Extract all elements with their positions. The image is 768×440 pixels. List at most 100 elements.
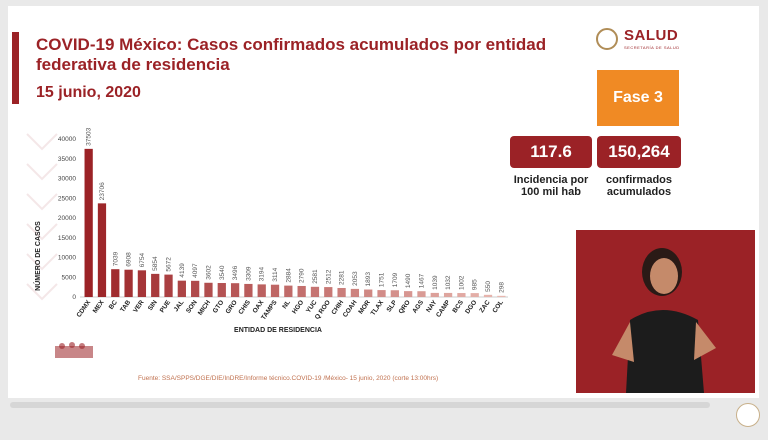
bar-value-label: 4097: [192, 263, 199, 278]
bar-qro: [404, 291, 413, 297]
bar-value-label: 985: [472, 279, 479, 290]
category-label: COAH: [342, 299, 359, 319]
category-label: PUE: [159, 299, 173, 315]
bar-value-label: 2281: [339, 270, 346, 285]
bar-oax: [257, 284, 266, 297]
bar-value-label: 1490: [405, 273, 412, 288]
bar-value-label: 298: [498, 282, 505, 293]
bar-value-label: 6754: [139, 252, 146, 267]
bar-col: [497, 295, 506, 297]
logo-subtext: SECRETARÍA DE SALUD: [624, 45, 680, 50]
bar-value-label: 3602: [205, 265, 212, 280]
bar-mor: [364, 289, 373, 297]
y-tick-label: 25000: [58, 195, 76, 202]
category-label: GRO: [225, 299, 239, 315]
category-label: TLAX: [370, 299, 386, 317]
bar-camp: [443, 292, 453, 297]
logo-text: SALUD: [624, 27, 679, 44]
bar-tlax: [377, 290, 386, 297]
bar-gto: [217, 283, 226, 297]
bar-pue: [164, 274, 173, 297]
bar-cdmx: [84, 148, 93, 297]
confirmed-caption: confirmados acumulados: [605, 174, 672, 198]
category-label: BCS: [451, 299, 465, 315]
category-label: BC: [108, 299, 119, 311]
category-label: VER: [132, 299, 146, 314]
bar-value-label: 1751: [379, 272, 386, 287]
bar-value-label: 23706: [99, 182, 106, 200]
bar-ags: [417, 291, 426, 297]
category-label: ZAC: [478, 299, 492, 314]
bar-value-label: 7039: [112, 251, 119, 266]
category-label: CHIS: [237, 299, 252, 316]
bar-yuc: [310, 286, 320, 297]
bar-value-label: 3540: [219, 265, 226, 280]
y-tick-label: 40000: [58, 136, 76, 143]
scrollbar[interactable]: [10, 402, 710, 408]
bar-bcs: [457, 293, 466, 297]
salud-logo: SALUD SECRETARÍA DE SALUD: [596, 27, 706, 59]
bar-nl: [284, 285, 293, 297]
y-axis-title: NÚMERO DE CASOS: [33, 221, 42, 291]
category-label: HGO: [291, 299, 305, 315]
bar-value-labels: 37503 23706 7039 6908 6754 5854 5672 4139 4097 36…: [86, 127, 506, 292]
category-label: MEX: [92, 299, 106, 315]
bar-chis: [244, 283, 253, 297]
incidence-value: 117.6: [510, 136, 592, 168]
bar-value-label: 1039: [432, 275, 439, 290]
phase-badge: Fase 3: [597, 70, 679, 126]
bar-value-label: 2512: [325, 269, 332, 284]
bar-mich: [204, 282, 213, 297]
bar-value-label: 2581: [312, 269, 319, 284]
slide: COVID-19 México: Casos confirmados acumu…: [8, 6, 759, 398]
bar-tab: [124, 269, 133, 297]
bar-mex: [97, 203, 107, 297]
category-label: DGO: [464, 299, 478, 315]
bar-value-label: 1893: [365, 272, 372, 287]
category-label: AGS: [411, 299, 425, 315]
bar-value-label: 5854: [152, 256, 159, 271]
bar-value-label: 3194: [259, 267, 266, 282]
bar-gro: [230, 283, 240, 297]
bar-hgo: [297, 285, 306, 297]
bar-value-label: 1032: [445, 275, 452, 290]
bar-value-label: 2884: [285, 268, 292, 283]
y-tick-label: 5000: [62, 274, 77, 281]
bar-value-label: 1002: [458, 275, 465, 290]
eagle-seal-icon: [596, 28, 618, 50]
accent-bar: [12, 32, 19, 104]
cases-bar-chart: 0 5000 10000 15000 20000 25000 30000 35000 40000…: [33, 127, 508, 334]
bar-value-label: 550: [485, 281, 492, 292]
bar-value-label: 2790: [299, 268, 306, 283]
bar-coah: [350, 288, 360, 297]
y-tick-label: 15000: [58, 235, 76, 242]
category-label: QRO: [398, 299, 412, 315]
bar-tamps: [270, 284, 280, 297]
bars: [84, 148, 506, 297]
category-label: GTO: [212, 299, 226, 314]
pattern-watermark: [26, 133, 58, 301]
bar-value-label: 5672: [166, 257, 173, 272]
source-note: Fuente: SSA/SPPS/DGE/DIE/InDRE/Informe t…: [138, 375, 439, 382]
category-label: TAB: [119, 299, 132, 314]
bar-son: [191, 280, 200, 297]
category-label: MICH: [197, 299, 212, 317]
sign-language-interpreter-video: [576, 230, 755, 393]
bar-q-roo: [324, 287, 333, 297]
bar-slp: [390, 290, 399, 297]
y-tick-label: 0: [72, 294, 76, 301]
bar-value-label: 37503: [86, 127, 93, 145]
bar-value-label: 3496: [232, 265, 239, 280]
page-title: COVID-19 México: Casos confirmados acumu…: [36, 35, 547, 74]
report-date: 15 junio, 2020: [36, 84, 141, 101]
y-tick-label: 20000: [58, 215, 76, 222]
bar-dgo: [470, 293, 479, 297]
bar-ver: [137, 270, 147, 297]
bar-chih: [337, 287, 346, 297]
footer-emblem: [54, 340, 94, 360]
y-tick-label: 30000: [58, 176, 76, 183]
category-label: CAMP: [435, 299, 452, 319]
bar-sin: [151, 273, 160, 297]
bar-value-label: 3309: [245, 266, 252, 281]
